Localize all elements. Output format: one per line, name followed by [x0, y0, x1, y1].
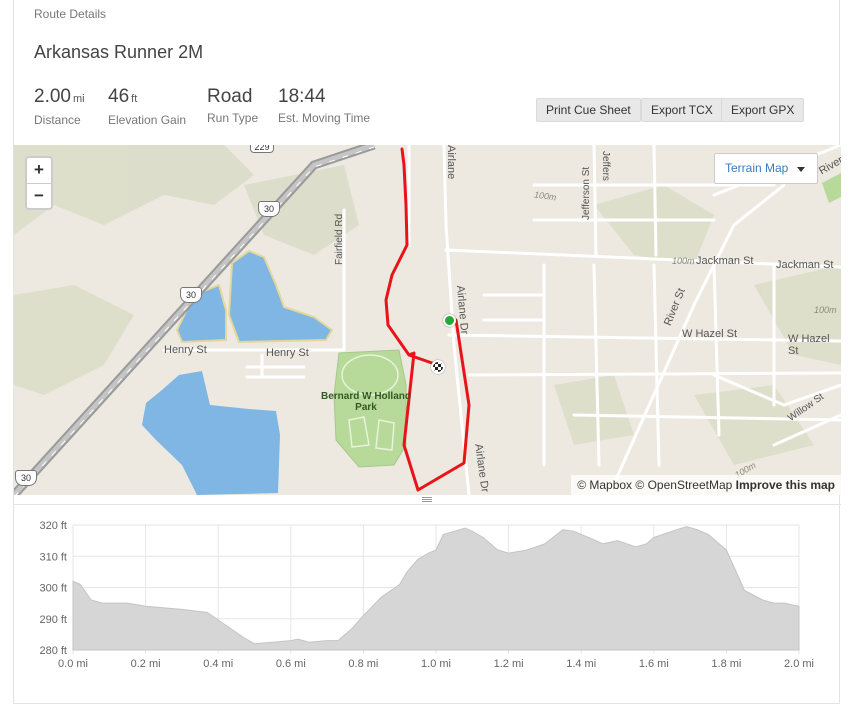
x-tick-label: 1.6 mi	[639, 658, 669, 670]
streets	[162, 145, 841, 495]
zoom-out-button[interactable]: −	[27, 183, 51, 208]
y-tick-label: 310 ft	[39, 551, 67, 563]
route-details-panel: Route Details Arkansas Runner 2M 2.00 mi …	[13, 0, 841, 704]
stat-distance-value: 2.00	[34, 86, 71, 107]
shield-interstate-icon: 30	[15, 470, 37, 486]
zoom-control: + −	[25, 156, 53, 210]
zoom-in-button[interactable]: +	[34, 160, 44, 179]
y-tick-label: 290 ft	[39, 614, 67, 626]
export-gpx-button[interactable]: Export GPX	[721, 98, 805, 122]
label-henry-st-1: Henry St	[164, 344, 207, 356]
label-jackman-st-2: Jackman St	[776, 259, 834, 271]
map-resize-handle[interactable]	[14, 495, 841, 505]
label-contour-2: 100m	[672, 256, 695, 266]
label-fairfield-rd: Fairfield Rd	[334, 213, 345, 265]
stat-distance: 2.00 mi Distance	[34, 86, 85, 127]
stat-elevation-value: 46	[108, 86, 130, 107]
label-contour-3: 100m	[814, 305, 837, 315]
stat-moving-time-value: 18:44	[278, 86, 326, 107]
export-tcx-button[interactable]: Export TCX	[641, 98, 723, 122]
print-cue-sheet-button[interactable]: Print Cue Sheet	[536, 98, 641, 122]
x-tick-label: 1.2 mi	[494, 658, 524, 670]
water-bodies	[142, 249, 334, 495]
map-attribution: © Mapbox © OpenStreetMap Improve this ma…	[571, 475, 841, 495]
stat-moving-time: 18:44 Est. Moving Time	[278, 86, 370, 125]
route-line	[384, 147, 471, 492]
shield-interstate-icon: 30	[180, 287, 202, 303]
x-tick-label: 1.4 mi	[566, 658, 596, 670]
finish-flag-icon[interactable]	[431, 360, 445, 374]
y-tick-label: 320 ft	[39, 520, 67, 532]
label-henry-st-2: Henry St	[266, 347, 309, 359]
stat-elevation-unit: ft	[131, 93, 138, 105]
improve-map-link[interactable]: Improve this map	[735, 478, 835, 492]
shield-interstate-icon: 30	[258, 201, 280, 217]
label-park: Bernard W Holland Park	[320, 391, 411, 413]
shield-highway-icon: 229	[250, 145, 274, 153]
y-tick-label: 300 ft	[39, 583, 67, 595]
route-title: Arkansas Runner 2M	[34, 42, 204, 62]
label-jackman-st-1: Jackman St	[696, 255, 754, 267]
attribution-osm-link[interactable]: © OpenStreetMap	[635, 478, 733, 492]
attribution-mapbox-link[interactable]: © Mapbox	[577, 478, 633, 492]
stat-run-type: Road Run Type	[207, 86, 258, 125]
x-axis-ticks: 0.0 mi 0.2 mi 0.4 mi 0.6 mi 0.8 mi 1.0 mi 1.2 …	[58, 658, 814, 670]
map-layer-selected: Terrain Map	[725, 161, 789, 175]
x-tick-label: 0.8 mi	[348, 658, 378, 670]
label-airlane-dr-1: Airlane	[445, 145, 457, 180]
x-tick-label: 2.0 mi	[784, 658, 814, 670]
label-w-hazel-st-1: W Hazel St	[682, 328, 738, 340]
label-jefferson-st-2: Jeffers	[600, 151, 611, 181]
section-label: Route Details	[34, 7, 107, 21]
stat-run-type-label: Run Type	[207, 111, 259, 125]
grip-icon	[422, 497, 432, 502]
x-tick-label: 0.4 mi	[203, 658, 233, 670]
label-w-hazel-st-2: W Hazel St	[788, 333, 830, 357]
elevation-area	[72, 526, 800, 651]
small-park	[822, 173, 841, 203]
stat-run-type-value: Road	[207, 86, 253, 107]
y-axis-ticks: 280 ft 290 ft 300 ft 310 ft 320 ft	[39, 520, 67, 657]
stat-elevation-gain: 46 ft Elevation Gain	[108, 86, 186, 127]
stat-distance-label: Distance	[34, 113, 81, 127]
x-tick-label: 0.6 mi	[276, 658, 306, 670]
stat-moving-time-label: Est. Moving Time	[278, 111, 371, 125]
x-tick-label: 1.8 mi	[711, 658, 741, 670]
route-map[interactable]: Henry St Henry St Fairfield Rd Airlane A…	[14, 145, 841, 495]
stat-elevation-label: Elevation Gain	[108, 113, 187, 127]
label-jefferson-st-1: Jefferson St	[581, 166, 592, 220]
interstate-30	[14, 145, 376, 495]
x-tick-label: 1.0 mi	[421, 658, 451, 670]
stat-distance-unit: mi	[72, 93, 85, 105]
y-tick-label: 280 ft	[39, 645, 67, 657]
x-tick-label: 0.2 mi	[131, 658, 161, 670]
map-canvas	[14, 145, 841, 495]
elevation-chart: 280 ft 290 ft 300 ft 310 ft 320 ft 0.0 mi 0.2…	[39, 520, 814, 670]
x-tick-label: 0.0 mi	[58, 658, 88, 670]
map-layer-select[interactable]: Terrain Map	[714, 153, 818, 184]
caret-down-icon	[797, 167, 805, 172]
start-marker-icon[interactable]	[443, 314, 456, 327]
park-area	[333, 349, 407, 468]
